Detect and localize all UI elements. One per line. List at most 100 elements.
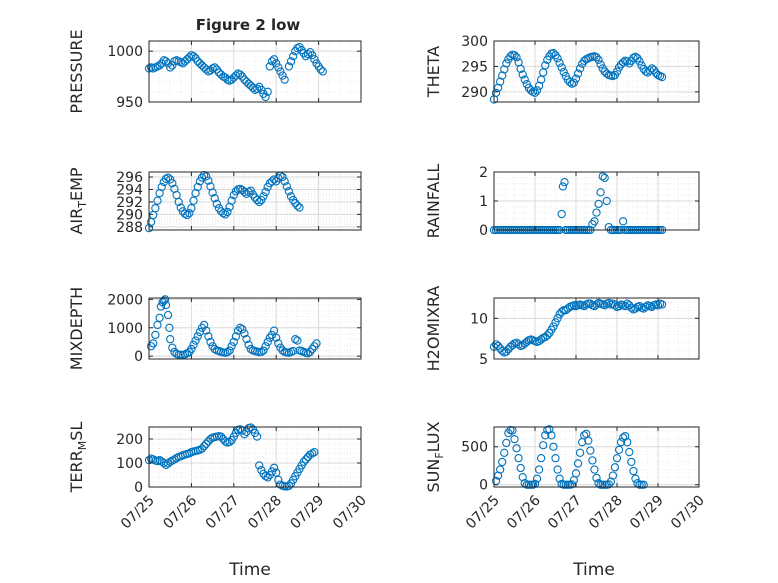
data-point	[619, 58, 628, 67]
data-point	[149, 339, 158, 348]
data-point	[199, 442, 209, 451]
data-point	[526, 86, 536, 95]
axes-box	[148, 40, 362, 103]
data-point	[594, 199, 603, 209]
data-point	[316, 65, 325, 74]
data-point	[621, 301, 630, 311]
data-point	[657, 72, 667, 82]
data-point	[185, 209, 194, 218]
data-point	[257, 347, 266, 357]
data-point	[514, 340, 523, 349]
data-point	[594, 55, 603, 64]
data-point	[537, 453, 546, 463]
data-point	[252, 432, 262, 441]
data-point	[272, 333, 281, 342]
y-tick-label: 500	[461, 440, 488, 456]
series-mixdepth	[146, 295, 321, 360]
data-point	[195, 327, 205, 337]
data-point	[174, 197, 183, 207]
y-axis-label: MIXDEPTH	[67, 287, 86, 370]
data-point	[284, 187, 294, 196]
data-point	[598, 172, 607, 181]
data-point	[236, 70, 245, 79]
data-point	[269, 55, 279, 64]
data-point	[261, 342, 270, 351]
data-point	[518, 70, 527, 79]
data-point	[559, 67, 568, 77]
data-point	[155, 313, 164, 323]
data-point	[635, 57, 644, 66]
data-point	[170, 455, 179, 464]
data-point	[261, 187, 270, 197]
y-axis-label: H2OMIXRA	[424, 286, 443, 372]
series-theta	[489, 49, 667, 104]
data-point	[263, 87, 272, 96]
data-point	[278, 71, 287, 80]
data-point	[248, 83, 258, 92]
axes-box	[148, 297, 362, 360]
data-point	[223, 207, 232, 217]
data-point	[491, 88, 501, 97]
data-point	[627, 457, 636, 467]
data-point	[204, 176, 213, 185]
data-point	[602, 196, 611, 206]
data-point	[267, 177, 277, 186]
data-point	[592, 300, 601, 309]
x-axis-label-left: Time	[228, 560, 271, 580]
data-point	[534, 465, 544, 474]
data-point	[565, 78, 574, 87]
data-point	[588, 456, 597, 465]
data-point	[541, 61, 550, 70]
data-point	[204, 332, 213, 341]
data-point	[596, 188, 605, 197]
data-point	[592, 473, 601, 483]
data-point	[244, 340, 253, 349]
data-point	[647, 64, 656, 73]
series-h2omixra	[489, 298, 667, 357]
data-point	[252, 84, 262, 93]
data-point	[530, 88, 540, 97]
data-point	[500, 448, 509, 457]
data-point	[151, 204, 160, 213]
data-point	[305, 450, 315, 459]
data-point	[639, 480, 648, 489]
data-point	[231, 332, 241, 341]
data-point	[600, 301, 609, 310]
data-point	[512, 444, 521, 453]
y-axis-label: THETA	[424, 46, 443, 98]
data-point	[596, 60, 605, 69]
data-point	[623, 438, 632, 447]
data-point	[575, 448, 585, 457]
data-point	[202, 439, 211, 448]
data-point	[174, 350, 183, 359]
data-point	[502, 347, 511, 356]
series-pressure	[144, 42, 327, 102]
data-point	[571, 74, 581, 83]
data-point	[216, 432, 226, 441]
axes-box	[493, 40, 700, 103]
data-point	[312, 339, 321, 348]
data-point	[557, 209, 566, 219]
data-point	[236, 323, 245, 332]
data-point	[197, 173, 207, 182]
y-tick-label: 290	[116, 207, 143, 223]
data-point	[202, 65, 211, 74]
x-axis-label-right: Time	[572, 560, 615, 580]
data-point	[284, 62, 294, 71]
data-point	[272, 468, 281, 477]
data-point	[308, 51, 317, 60]
data-point	[510, 435, 519, 444]
data-point	[221, 437, 230, 446]
data-point	[295, 203, 304, 212]
y-axis-label: RAINFALL	[424, 164, 443, 239]
data-point	[629, 466, 638, 476]
data-point	[610, 301, 620, 310]
data-point	[153, 196, 162, 205]
data-point	[551, 453, 560, 463]
data-point	[166, 63, 175, 72]
data-point	[623, 57, 632, 66]
data-point	[510, 51, 519, 60]
data-point	[514, 453, 523, 463]
data-point	[631, 304, 640, 313]
